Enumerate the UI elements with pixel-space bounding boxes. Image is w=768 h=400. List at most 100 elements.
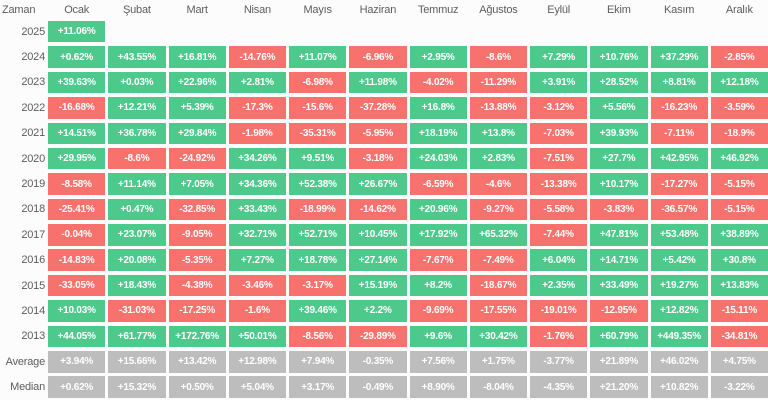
value-cell: +15.66% xyxy=(108,351,166,373)
value-cell: +11.98% xyxy=(349,71,407,94)
table-row: 2014 +10.03% -31.03% -17.25% -1.6% +39.46% +2.… xyxy=(0,298,768,323)
value-cell: -19.01% xyxy=(530,300,588,322)
value-cell: -0.49% xyxy=(349,376,407,398)
value-cell: +3.91% xyxy=(530,71,588,94)
table-row: 2017 -0.04% +23.07% -9.05% +32.71% +52.71% +10… xyxy=(0,222,768,247)
value-cell: +2.83% xyxy=(469,147,527,170)
table-row: 2020 +29.95% -8.6% -24.92% +34.26% +9.51% -3.1… xyxy=(0,146,768,171)
row-label: 2025 xyxy=(21,25,45,38)
row-label: 2020 xyxy=(21,152,45,165)
value-cell: -0.04% xyxy=(48,224,106,246)
value-cell: -29.89% xyxy=(349,325,407,348)
value-cell: -1.98% xyxy=(228,122,286,144)
empty-cell xyxy=(410,21,467,43)
table-row: Median +0.62% +15.32% +0.50% +5.04% +3.17% -0.… xyxy=(0,374,768,399)
value-cell: +37.29% xyxy=(650,46,708,68)
value-cell: +17.92% xyxy=(409,224,467,246)
table-row: 2025 +11.06% xyxy=(0,19,768,44)
value-cell: -4.35% xyxy=(530,376,588,398)
value-cell: -32.85% xyxy=(168,198,226,221)
value-cell: -1.76% xyxy=(530,325,588,348)
empty-cell xyxy=(289,21,346,43)
value-cell: +36.78% xyxy=(108,122,166,144)
value-cell: +20.08% xyxy=(108,249,166,271)
value-cell: -9.69% xyxy=(409,300,467,322)
value-cell: -3.17% xyxy=(289,274,347,297)
value-cell: +10.03% xyxy=(48,300,106,322)
value-cell: -18.67% xyxy=(469,274,527,297)
value-cell: +24.03% xyxy=(409,147,467,170)
value-cell: -34.81% xyxy=(710,325,768,348)
value-cell: -14.83% xyxy=(48,249,106,271)
value-cell: +39.46% xyxy=(289,300,347,322)
column-header: Mart xyxy=(186,3,208,16)
value-cell: -5.95% xyxy=(349,122,407,144)
empty-cell xyxy=(470,21,527,43)
value-cell: -8.56% xyxy=(289,325,347,348)
value-cell: +8.81% xyxy=(650,71,708,94)
value-cell: +33.49% xyxy=(590,274,648,297)
table-row: Average +3.94% +15.66% +13.42% +12.98% +7.94%… xyxy=(0,349,768,374)
value-cell: +32.71% xyxy=(228,224,286,246)
value-cell: -3.59% xyxy=(710,97,768,119)
time-column-header: Zaman xyxy=(2,3,36,16)
value-cell: +15.32% xyxy=(108,376,166,398)
value-cell: -36.57% xyxy=(650,198,708,221)
value-cell: -8.6% xyxy=(108,147,166,170)
value-cell: -3.46% xyxy=(228,274,286,297)
value-cell: -15.6% xyxy=(289,97,347,119)
row-label: Median xyxy=(10,381,45,394)
value-cell: +5.56% xyxy=(590,97,648,119)
table-row: 2016 -14.83% +20.08% -5.35% +7.27% +18.78% +27… xyxy=(0,248,768,273)
value-cell: -16.68% xyxy=(48,97,106,119)
value-cell: -18.99% xyxy=(289,198,347,221)
value-cell: -4.38% xyxy=(168,274,226,297)
value-cell: +29.84% xyxy=(168,122,226,144)
value-cell: +7.94% xyxy=(289,351,347,373)
value-cell: +0.62% xyxy=(48,376,106,398)
row-label: 2018 xyxy=(21,203,45,216)
value-cell: -5.35% xyxy=(168,249,226,271)
row-label: 2021 xyxy=(21,127,45,140)
value-cell: +22.96% xyxy=(168,71,226,94)
column-header: Temmuz xyxy=(417,3,459,16)
value-cell: -4.02% xyxy=(409,71,467,94)
value-cell: -7.67% xyxy=(409,249,467,271)
value-cell: -31.03% xyxy=(108,300,166,322)
table-row: 2023 +39.63% +0.03% +22.96% +2.81% -6.98% +11.… xyxy=(0,70,768,95)
value-cell: +9.51% xyxy=(289,147,347,170)
column-header: Ağustos xyxy=(479,3,518,16)
value-cell: -3.22% xyxy=(710,376,768,398)
value-cell: +10.76% xyxy=(590,46,648,68)
value-cell: +16.8% xyxy=(409,97,467,119)
value-cell: -6.98% xyxy=(289,71,347,94)
value-cell: +2.2% xyxy=(349,300,407,322)
value-cell: +34.26% xyxy=(228,147,286,170)
value-cell: -8.04% xyxy=(469,376,527,398)
empty-cell xyxy=(169,21,226,43)
value-cell: -7.51% xyxy=(530,147,588,170)
value-cell: +10.82% xyxy=(650,376,708,398)
value-cell: +10.17% xyxy=(590,173,648,195)
column-header: Aralık xyxy=(725,3,753,16)
value-cell: +21.20% xyxy=(590,376,648,398)
value-cell: +5.39% xyxy=(168,97,226,119)
value-cell: -5.58% xyxy=(530,198,588,221)
value-cell: +8.90% xyxy=(409,376,467,398)
column-header: Şubat xyxy=(123,3,151,16)
value-cell: +12.18% xyxy=(710,71,768,94)
value-cell: -14.62% xyxy=(349,198,407,221)
value-cell: -14.76% xyxy=(228,46,286,68)
table-header: Zaman Ocak Şubat Mart Nisan Mayıs Haziran Temm… xyxy=(0,0,768,19)
value-cell: +39.63% xyxy=(48,71,106,94)
value-cell: +5.42% xyxy=(650,249,708,271)
value-cell: +0.47% xyxy=(108,198,166,221)
value-cell: +23.07% xyxy=(108,224,166,246)
value-cell: +18.43% xyxy=(108,274,166,297)
value-cell: +13.42% xyxy=(168,351,226,373)
value-cell: -4.6% xyxy=(469,173,527,195)
row-label: 2014 xyxy=(21,304,45,317)
value-cell: +60.79% xyxy=(590,325,648,348)
value-cell: +46.92% xyxy=(710,147,768,170)
value-cell: +50.01% xyxy=(228,325,286,348)
